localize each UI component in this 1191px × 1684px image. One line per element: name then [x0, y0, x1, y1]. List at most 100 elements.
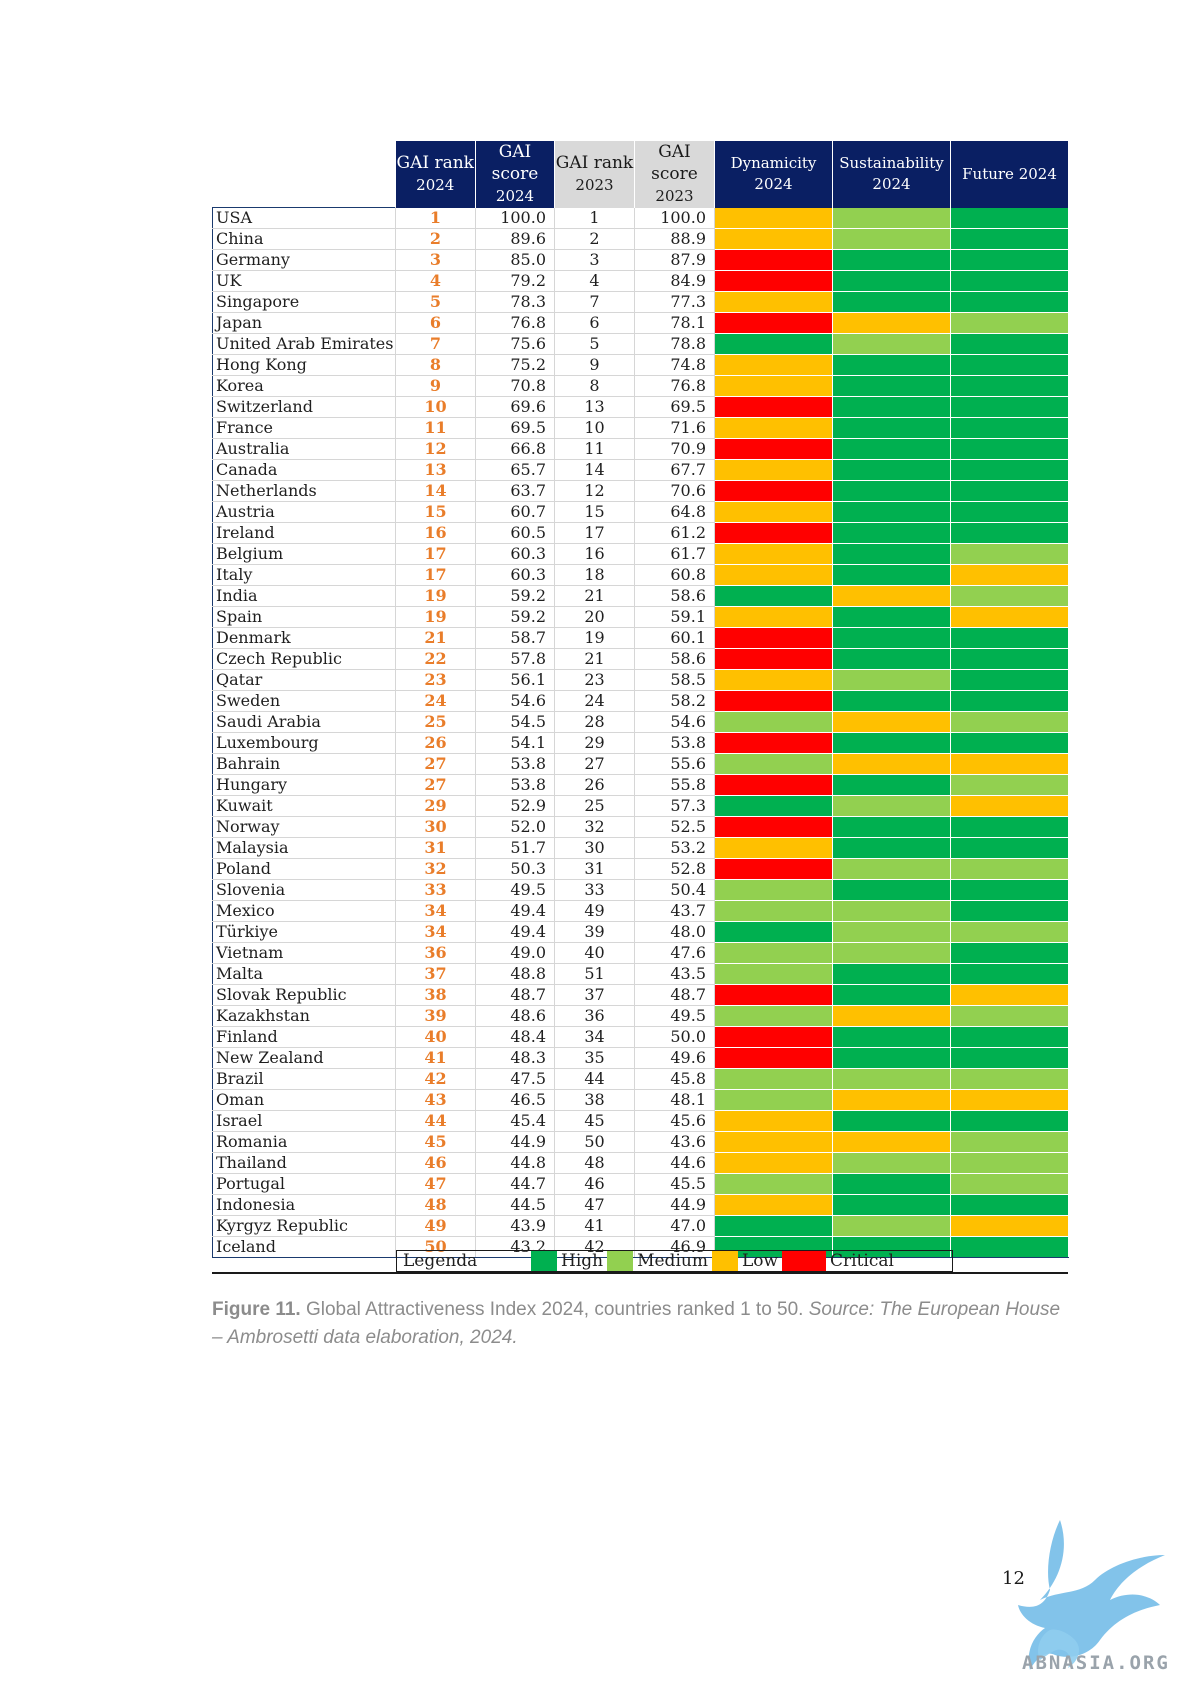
sustainability-cell	[832, 1026, 951, 1048]
sustainability-cell	[832, 816, 951, 838]
score-2023-cell: 87.9	[634, 249, 715, 271]
rank-2024-cell: 36	[395, 942, 476, 964]
column-header: Sustainability 2024	[832, 141, 951, 208]
dynamicity-cell	[714, 1152, 833, 1174]
future-cell	[950, 963, 1069, 985]
sustainability-cell	[832, 963, 951, 985]
rank-2023-cell: 49	[554, 900, 635, 922]
score-2023-cell: 84.9	[634, 270, 715, 292]
rank-2023-cell: 30	[554, 837, 635, 859]
table-row: Kyrgyz Republic 49 43.9 41 47.0	[212, 1215, 1069, 1237]
column-header-line2: 2023	[575, 176, 614, 195]
country-cell: Bahrain	[212, 753, 396, 775]
future-cell	[950, 501, 1069, 523]
rank-2024-cell: 30	[395, 816, 476, 838]
score-2023-cell: 88.9	[634, 228, 715, 250]
dynamicity-cell	[714, 669, 833, 691]
score-2023-cell: 43.5	[634, 963, 715, 985]
rank-2023-cell: 31	[554, 858, 635, 880]
watermark-text: ABNASIA.ORG	[1022, 1652, 1170, 1674]
sustainability-cell	[832, 837, 951, 859]
rank-2023-cell: 19	[554, 627, 635, 649]
rank-2023-cell: 5	[554, 333, 635, 355]
score-2023-cell: 71.6	[634, 417, 715, 439]
rank-2023-cell: 18	[554, 564, 635, 586]
rank-2023-cell: 27	[554, 753, 635, 775]
score-2023-cell: 55.8	[634, 774, 715, 796]
sustainability-cell	[832, 921, 951, 943]
score-2024-cell: 60.5	[475, 522, 555, 544]
country-cell: Hong Kong	[212, 354, 396, 376]
future-cell	[950, 858, 1069, 880]
table-row: Norway 30 52.0 32 52.5	[212, 816, 1069, 838]
rank-2023-cell: 8	[554, 375, 635, 397]
sustainability-cell	[832, 228, 951, 250]
dynamicity-cell	[714, 207, 833, 229]
future-cell	[950, 1110, 1069, 1132]
rank-2024-cell: 26	[395, 732, 476, 754]
table-row: Ireland 16 60.5 17 61.2	[212, 522, 1069, 544]
country-cell: Luxembourg	[212, 732, 396, 754]
score-2023-cell: 58.6	[634, 648, 715, 670]
score-2023-cell: 44.9	[634, 1194, 715, 1216]
dynamicity-cell	[714, 375, 833, 397]
table-row: Mexico 34 49.4 49 43.7	[212, 900, 1069, 922]
future-cell	[950, 291, 1069, 313]
score-2023-cell: 50.0	[634, 1026, 715, 1048]
future-cell	[950, 438, 1069, 460]
score-2024-cell: 54.5	[475, 711, 555, 733]
dynamicity-cell	[714, 312, 833, 334]
country-cell: Singapore	[212, 291, 396, 313]
sustainability-cell	[832, 606, 951, 628]
score-2023-cell: 74.8	[634, 354, 715, 376]
score-2023-cell: 46.9	[634, 1236, 715, 1258]
score-2023-cell: 59.1	[634, 606, 715, 628]
sustainability-cell	[832, 585, 951, 607]
future-cell	[950, 837, 1069, 859]
sustainability-cell	[832, 1047, 951, 1069]
rank-2024-cell: 40	[395, 1026, 476, 1048]
rank-2024-cell: 43	[395, 1089, 476, 1111]
rank-2024-cell: 2	[395, 228, 476, 250]
table-row: Türkiye 34 49.4 39 48.0	[212, 921, 1069, 943]
table-row: Malta 37 48.8 51 43.5	[212, 963, 1069, 985]
score-2024-cell: 47.5	[475, 1068, 555, 1090]
rank-2023-cell: 17	[554, 522, 635, 544]
dynamicity-cell	[714, 711, 833, 733]
country-cell: Saudi Arabia	[212, 711, 396, 733]
country-cell: Finland	[212, 1026, 396, 1048]
griffin-logo-icon	[1000, 1510, 1170, 1680]
rank-2023-cell: 13	[554, 396, 635, 418]
gai-ranking-table: GAI rank 2024 GAI score 2024 GAI rank 2023 GAI…	[212, 141, 1069, 1258]
country-cell: Canada	[212, 459, 396, 481]
table-row: Portugal 47 44.7 46 45.5	[212, 1173, 1069, 1195]
table-row: Czech Republic 22 57.8 21 58.6	[212, 648, 1069, 670]
dynamicity-cell	[714, 1173, 833, 1195]
future-cell	[950, 1173, 1069, 1195]
future-cell	[950, 270, 1069, 292]
rank-2023-cell: 25	[554, 795, 635, 817]
future-cell	[950, 207, 1069, 229]
dynamicity-cell	[714, 480, 833, 502]
score-2023-cell: 52.5	[634, 816, 715, 838]
future-cell	[950, 459, 1069, 481]
rank-2024-cell: 17	[395, 564, 476, 586]
score-2023-cell: 77.3	[634, 291, 715, 313]
dynamicity-cell	[714, 1026, 833, 1048]
rank-2024-cell: 44	[395, 1110, 476, 1132]
rank-2024-cell: 21	[395, 627, 476, 649]
rank-2023-cell: 14	[554, 459, 635, 481]
future-cell	[950, 774, 1069, 796]
dynamicity-cell	[714, 564, 833, 586]
column-header: GAI rank 2024	[395, 141, 476, 208]
score-2023-cell: 45.8	[634, 1068, 715, 1090]
table-body: USA 1 100.0 1 100.0 China 2 89.6 2 88.9 Germany 3 85…	[212, 207, 1069, 1258]
table-row: China 2 89.6 2 88.9	[212, 228, 1069, 250]
dynamicity-cell	[714, 228, 833, 250]
country-cell: Oman	[212, 1089, 396, 1111]
future-cell	[950, 816, 1069, 838]
dynamicity-cell	[714, 627, 833, 649]
rank-2023-cell: 50	[554, 1131, 635, 1153]
country-cell: Israel	[212, 1110, 396, 1132]
score-2024-cell: 76.8	[475, 312, 555, 334]
